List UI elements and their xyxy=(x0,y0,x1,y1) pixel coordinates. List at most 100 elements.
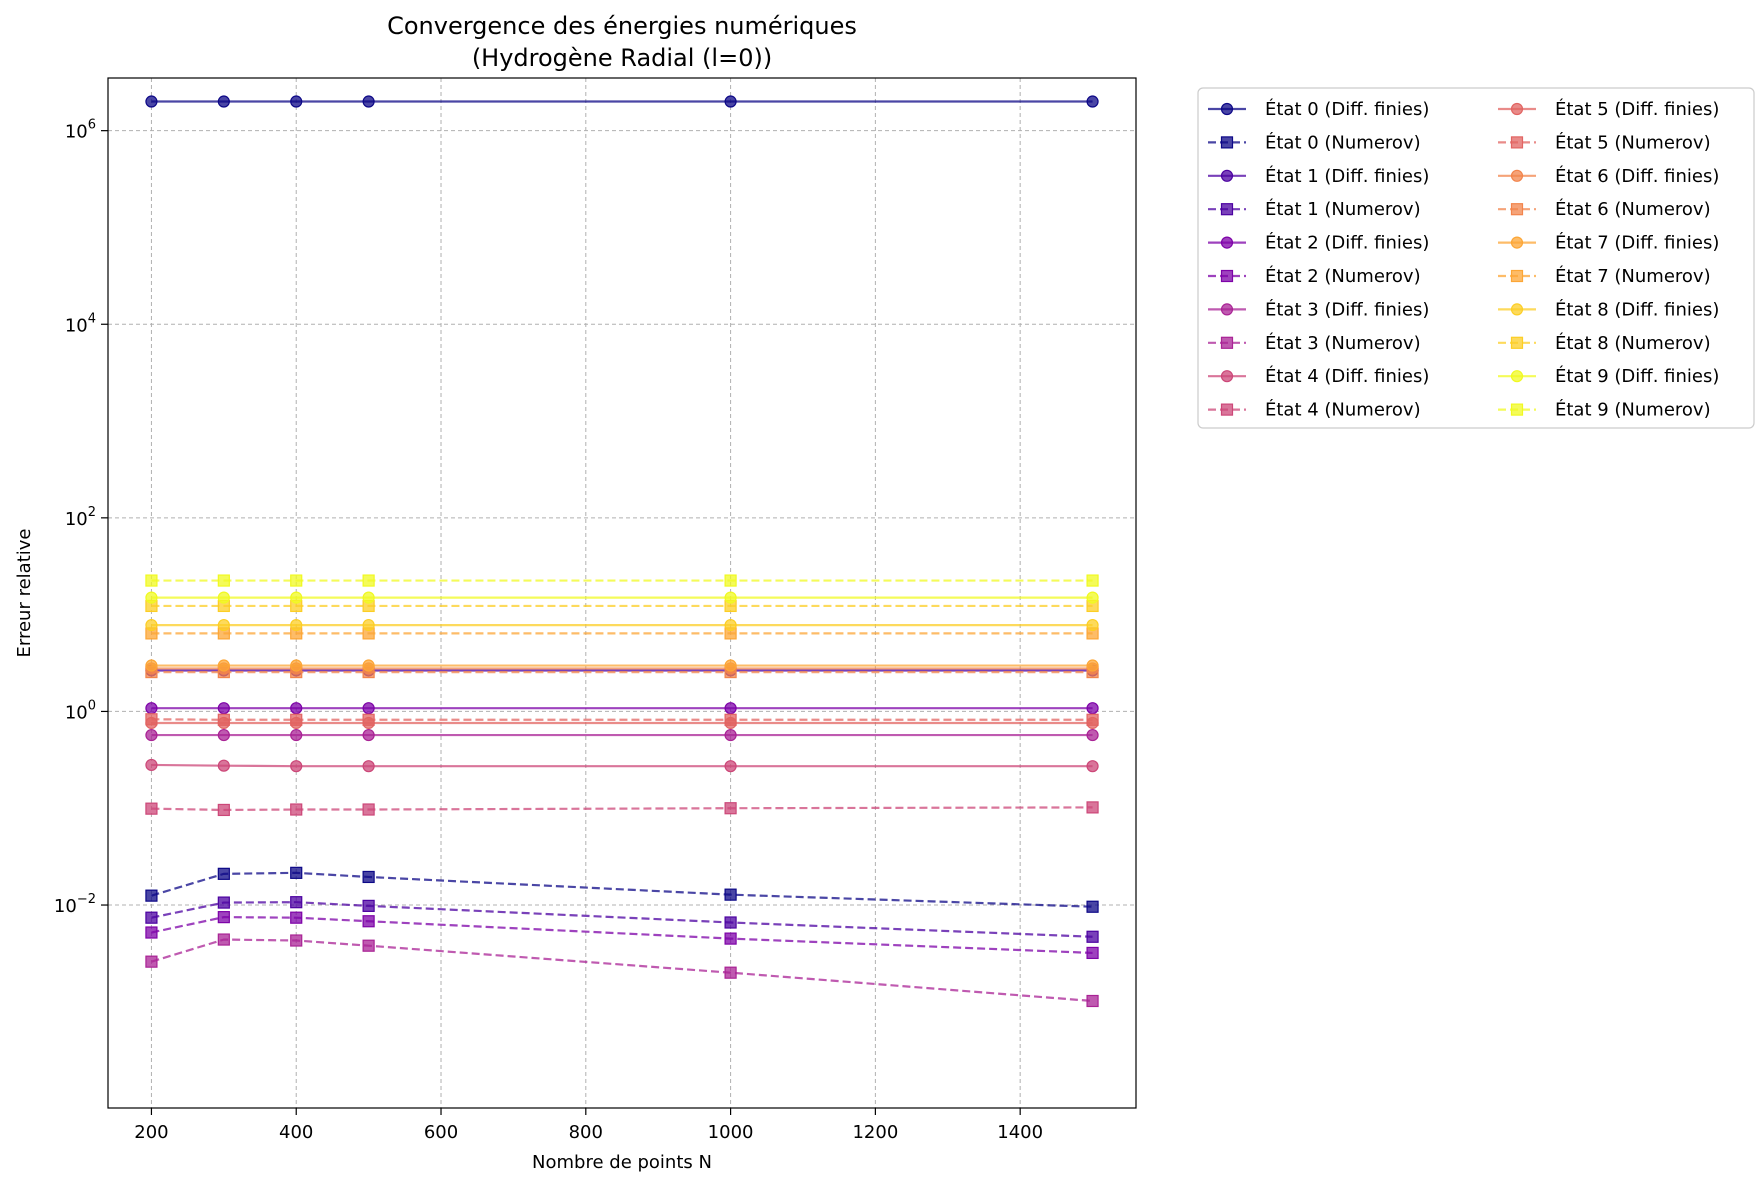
data-point xyxy=(290,934,303,947)
legend-swatch-marker xyxy=(1220,136,1234,149)
series-6 xyxy=(145,728,1099,742)
y-tick-label: 100 xyxy=(65,698,96,723)
series-13 xyxy=(145,665,1099,679)
legend-label: État 9 (Diff. finies) xyxy=(1555,365,1719,387)
legend-swatch-marker xyxy=(1220,336,1234,349)
legend-label: État 3 (Numerov) xyxy=(1265,332,1421,354)
data-point xyxy=(362,618,375,632)
legend-swatch-marker xyxy=(1510,169,1524,182)
data-point xyxy=(362,702,375,715)
y-tick-label: 102 xyxy=(65,505,96,530)
data-point xyxy=(217,759,230,772)
data-point xyxy=(362,659,375,672)
series-line xyxy=(151,901,1093,938)
data-point xyxy=(724,728,737,742)
series-layer xyxy=(145,95,1099,1008)
series-14 xyxy=(145,659,1099,672)
data-point xyxy=(1086,574,1099,587)
legend-label: État 9 (Numerov) xyxy=(1555,399,1711,421)
data-point xyxy=(1086,591,1099,604)
legend-label: État 0 (Diff. finies) xyxy=(1265,98,1429,120)
series-5 xyxy=(145,911,1099,960)
data-point xyxy=(1086,659,1099,672)
data-point xyxy=(362,870,375,884)
data-point xyxy=(145,955,158,968)
legend-swatch-marker xyxy=(1510,269,1524,283)
data-point xyxy=(362,803,375,816)
y-tick-exponent: 4 xyxy=(88,311,96,326)
series-1 xyxy=(145,866,1099,913)
y-axis-label: Erreur relative xyxy=(14,529,35,658)
data-point xyxy=(290,95,303,108)
legend-swatch-marker xyxy=(1220,236,1234,249)
data-point xyxy=(724,966,737,979)
data-point xyxy=(290,728,303,742)
legend-label: État 7 (Numerov) xyxy=(1555,265,1711,287)
series-17 xyxy=(145,599,1099,613)
legend-label: État 1 (Diff. finies) xyxy=(1265,165,1429,187)
data-point xyxy=(1086,760,1099,773)
data-point xyxy=(724,802,737,815)
legend-label: État 4 (Numerov) xyxy=(1265,399,1421,421)
data-point xyxy=(724,702,737,715)
data-point xyxy=(724,95,737,108)
chart-subtitle: (Hydrogène Radial (l=0)) xyxy=(472,44,772,72)
legend-swatch-marker xyxy=(1510,136,1524,149)
series-15 xyxy=(145,627,1099,640)
data-point xyxy=(724,591,737,604)
data-point xyxy=(290,702,303,715)
series-16 xyxy=(145,618,1099,632)
series-line xyxy=(151,718,1093,721)
legend-label: État 3 (Diff. finies) xyxy=(1265,298,1429,320)
data-point xyxy=(1086,900,1099,913)
series-line xyxy=(151,938,1093,1003)
data-point xyxy=(145,728,158,742)
x-axis: 200 400 600 800 1000 1200 1400 xyxy=(134,1108,1043,1143)
x-axis-label: Nombre de points N xyxy=(532,1152,712,1173)
y-tick-exponent: 2 xyxy=(88,505,96,520)
data-point xyxy=(217,591,230,604)
legend-swatch-marker xyxy=(1510,203,1524,216)
data-point xyxy=(362,591,375,604)
data-point xyxy=(1086,95,1099,108)
data-point xyxy=(724,916,737,929)
legend-label: État 0 (Numerov) xyxy=(1265,131,1421,153)
data-point xyxy=(145,591,158,604)
legend-swatch-marker xyxy=(1510,303,1524,316)
data-point xyxy=(217,618,230,632)
series-7 xyxy=(145,933,1099,1008)
y-tick-base: 10 xyxy=(65,702,88,723)
y-tick-base: 10 xyxy=(65,509,88,530)
legend: État 0 (Diff. finies) État 0 (Numerov) Éta… xyxy=(1197,87,1755,429)
data-point xyxy=(290,618,303,632)
x-tick-label: 1000 xyxy=(708,1122,754,1143)
data-point xyxy=(362,713,375,726)
data-point xyxy=(145,911,158,924)
data-point xyxy=(217,728,230,742)
series-3 xyxy=(145,896,1099,943)
y-tick-base: 10 xyxy=(54,896,77,917)
x-tick-label: 800 xyxy=(569,1122,603,1143)
data-point xyxy=(145,758,158,772)
data-point xyxy=(1086,801,1099,814)
data-point xyxy=(1086,702,1099,715)
data-point xyxy=(1086,930,1099,943)
data-point xyxy=(1086,946,1099,960)
data-point xyxy=(362,899,375,912)
data-point xyxy=(362,760,375,773)
legend-label: État 5 (Diff. finies) xyxy=(1555,98,1719,120)
data-point xyxy=(290,713,303,726)
series-line xyxy=(151,806,1093,812)
data-point xyxy=(217,803,230,817)
data-point xyxy=(1086,618,1099,632)
x-tick-label: 1200 xyxy=(852,1122,898,1143)
data-point xyxy=(217,896,230,909)
data-point xyxy=(724,574,737,587)
legend-label: État 1 (Numerov) xyxy=(1265,198,1421,220)
legend-swatch-marker xyxy=(1510,336,1524,349)
series-0 xyxy=(145,95,1099,108)
data-point xyxy=(217,713,230,726)
data-point xyxy=(724,659,737,672)
